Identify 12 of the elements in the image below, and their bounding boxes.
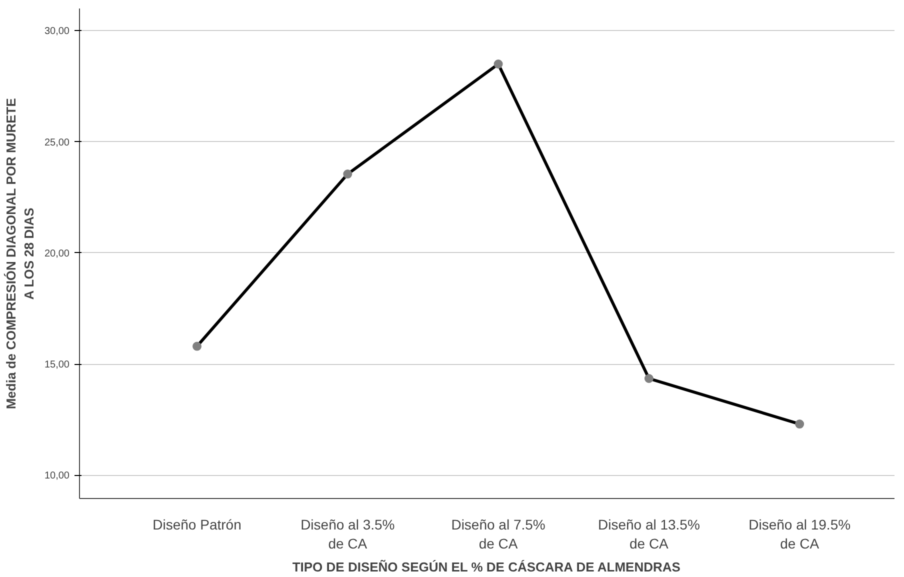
y-tick-label: 20,00 bbox=[44, 248, 70, 260]
y-tick-label: 25,00 bbox=[44, 137, 70, 148]
x-axis-title: TIPO DE DISEÑO SEGÚN EL % DE CÁSCARA DE ALMENDRAS bbox=[292, 560, 681, 575]
x-tick-label: Diseño al 13.5% de CA bbox=[598, 516, 700, 552]
x-tick-label: Diseño Patrón bbox=[152, 516, 242, 532]
y-axis-title: Media de COMPRESIÓN DIAGONAL POR MURETE A LOS 28 DIAS bbox=[3, 98, 36, 410]
y-tick-label: 15,00 bbox=[44, 360, 70, 371]
y-tick-label: 30,00 bbox=[44, 26, 70, 38]
x-tick-label: Diseño al 19.5% de CA bbox=[748, 516, 851, 552]
y-tick-label: 10,00 bbox=[44, 470, 70, 482]
x-tick-label: Diseño al 7.5% de CA bbox=[451, 516, 546, 552]
x-tick-label: Diseño al 3.5% de CA bbox=[300, 516, 395, 552]
